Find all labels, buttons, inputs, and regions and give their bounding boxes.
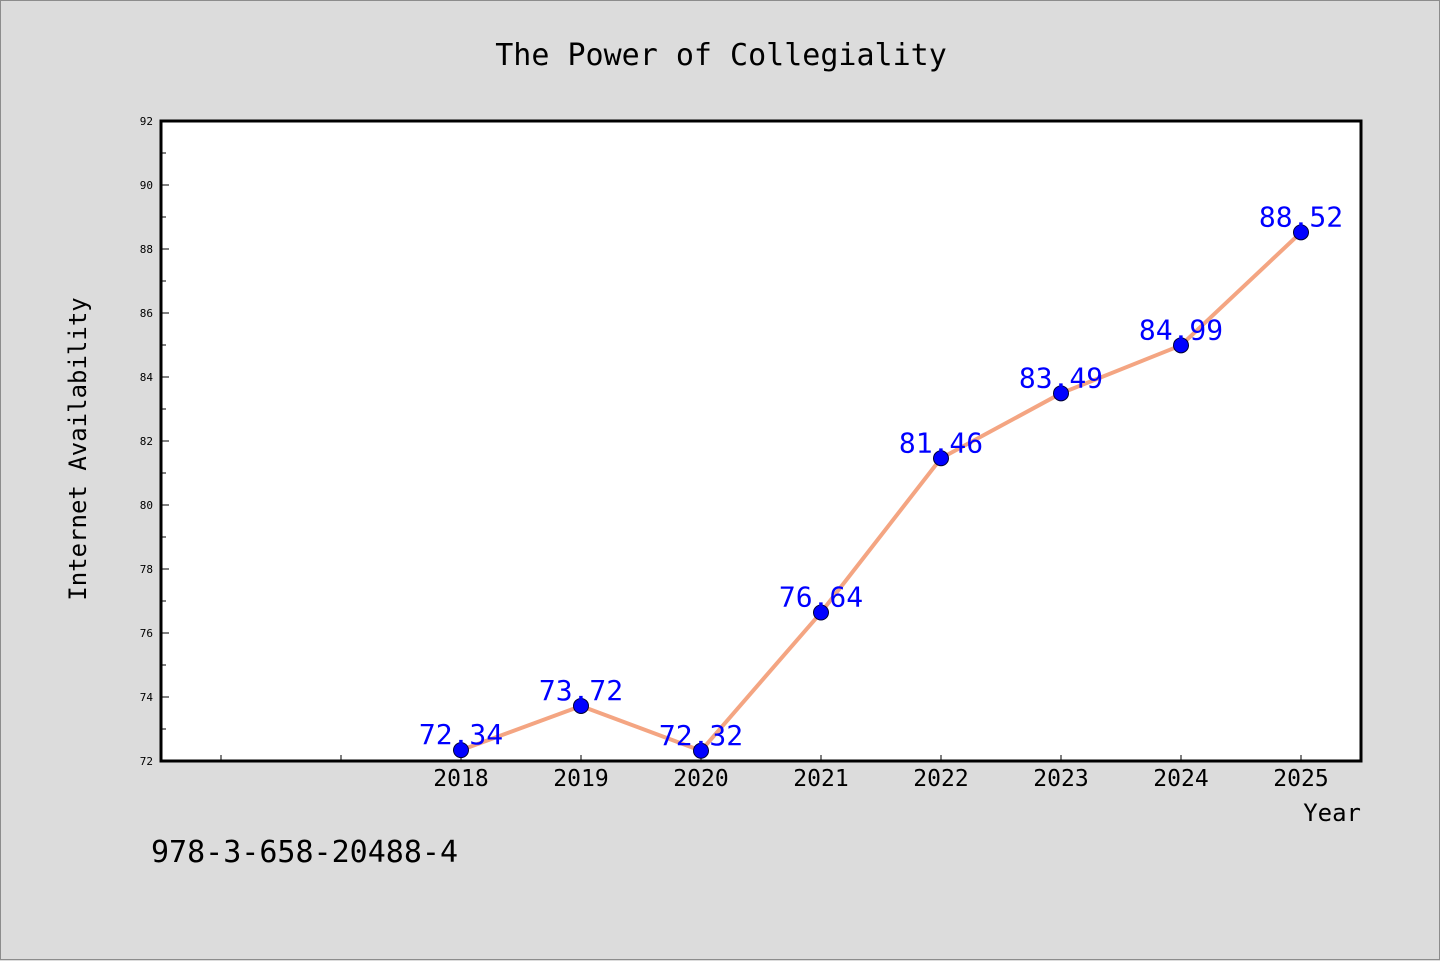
x-tick-label: 2021 [793,766,848,792]
x-tick-label: 2024 [1153,766,1208,792]
data-point [453,742,469,759]
x-tick-label: 2023 [1033,766,1088,792]
data-label: 72.34 [419,718,503,751]
x-tick-label: 2025 [1273,766,1328,792]
data-label: 88.52 [1259,200,1343,233]
x-axis: 2018 2019 2020 2021 2022 2023 2024 2025 [220,755,1329,792]
x-tick-label: 2018 [433,766,488,792]
y-tick-label: 72 [140,755,153,768]
chart-title: The Power of Collegiality [495,38,947,73]
data-label: 76.64 [779,581,863,614]
data-point [693,742,709,759]
x-axis-label: Year [1303,799,1361,827]
data-label: 83.49 [1019,361,1103,394]
data-label: 84.99 [1139,313,1223,346]
series-line [460,230,1303,753]
y-axis-label: Internet Availability [64,297,92,600]
plot-area [159,119,1363,763]
y-tick-label: 92 [140,115,153,128]
data-label: 81.46 [899,426,983,459]
y-tick-label: 76 [140,627,153,640]
y-axis: 72 74 76 78 80 82 84 86 88 90 92 [140,115,169,768]
data-point [1293,224,1309,241]
y-tick-label: 90 [140,179,153,192]
data-point [933,450,949,467]
y-tick-label: 84 [140,371,154,384]
x-tick-label: 2022 [913,766,968,792]
y-tick-label: 74 [140,691,154,704]
data-point [1173,337,1189,354]
y-tick-label: 80 [140,499,153,512]
x-tick-label: 2019 [553,766,608,792]
data-point [813,604,829,621]
data-label: 73.72 [539,674,623,707]
data-series: 72.34 73.72 72.32 76.64 81.46 83.49 84.99 88.52 [419,200,1343,759]
y-tick-label: 82 [140,435,153,448]
data-point [573,697,589,714]
y-tick-label: 86 [140,307,153,320]
data-label: 72.32 [659,719,743,752]
x-tick-label: 2020 [673,766,728,792]
data-point [1053,385,1069,402]
y-tick-label: 78 [140,563,153,576]
y-tick-label: 88 [140,243,153,256]
isbn-text: 978-3-658-20488-4 [151,835,459,870]
